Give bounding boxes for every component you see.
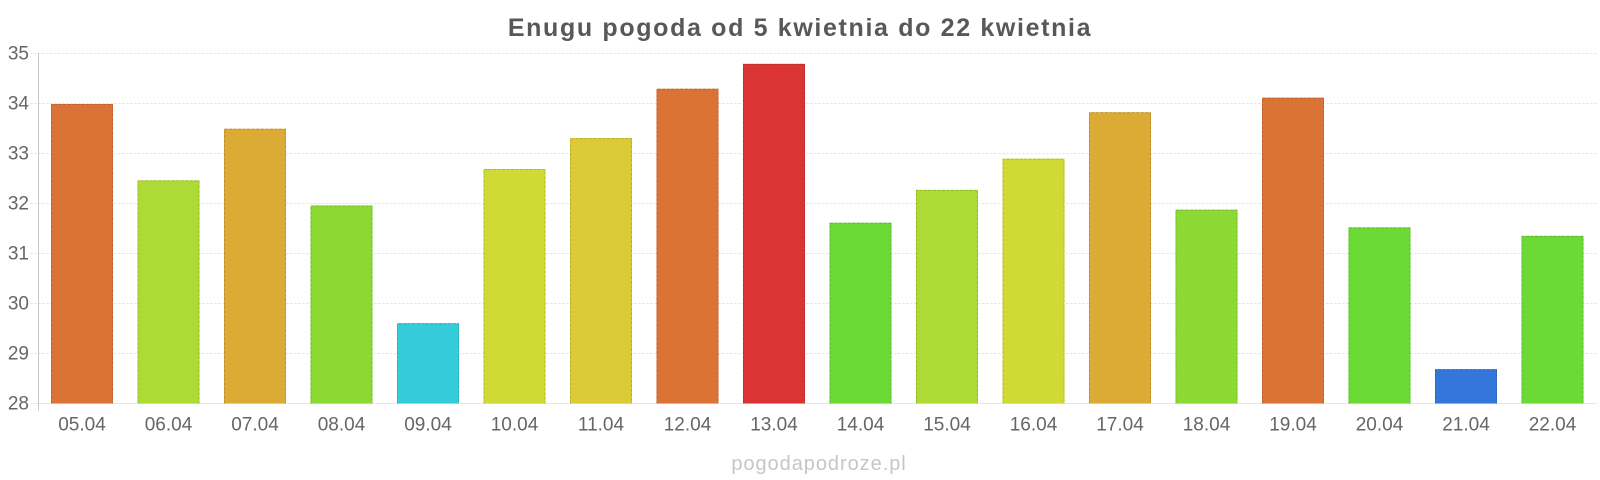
svg-text:16.04: 16.04 (1010, 415, 1058, 436)
svg-text:33: 33 (8, 144, 29, 165)
svg-text:30: 30 (8, 294, 29, 315)
svg-text:32: 32 (8, 194, 29, 215)
svg-text:13.04: 13.04 (750, 415, 798, 436)
svg-text:20.04: 20.04 (1356, 415, 1404, 436)
svg-text:28: 28 (8, 394, 29, 415)
svg-text:06.04: 06.04 (145, 415, 193, 436)
svg-text:10.04: 10.04 (491, 415, 539, 436)
svg-text:29: 29 (8, 344, 29, 365)
svg-text:15.04: 15.04 (923, 415, 971, 436)
svg-text:18.04: 18.04 (1183, 415, 1231, 436)
svg-text:Enugu pogoda od 5 kwietnia do: Enugu pogoda od 5 kwietnia do 22 kwietni… (508, 14, 1092, 42)
svg-text:07.04: 07.04 (231, 415, 279, 436)
svg-text:19.04: 19.04 (1269, 415, 1317, 436)
svg-text:09.04: 09.04 (404, 415, 452, 436)
svg-text:34: 34 (8, 94, 30, 115)
svg-text:11.04: 11.04 (578, 415, 625, 436)
svg-text:35: 35 (8, 44, 29, 65)
svg-text:22.04: 22.04 (1529, 415, 1577, 436)
svg-text:21.04: 21.04 (1442, 415, 1490, 436)
svg-text:08.04: 08.04 (318, 415, 366, 436)
svg-text:12.04: 12.04 (664, 415, 712, 436)
svg-text:17.04: 17.04 (1096, 415, 1144, 436)
svg-text:31: 31 (8, 244, 29, 265)
svg-text:pogodapodroze.pl: pogodapodroze.pl (731, 453, 906, 475)
svg-text:05.04: 05.04 (58, 415, 106, 436)
svg-text:14.04: 14.04 (837, 415, 885, 436)
